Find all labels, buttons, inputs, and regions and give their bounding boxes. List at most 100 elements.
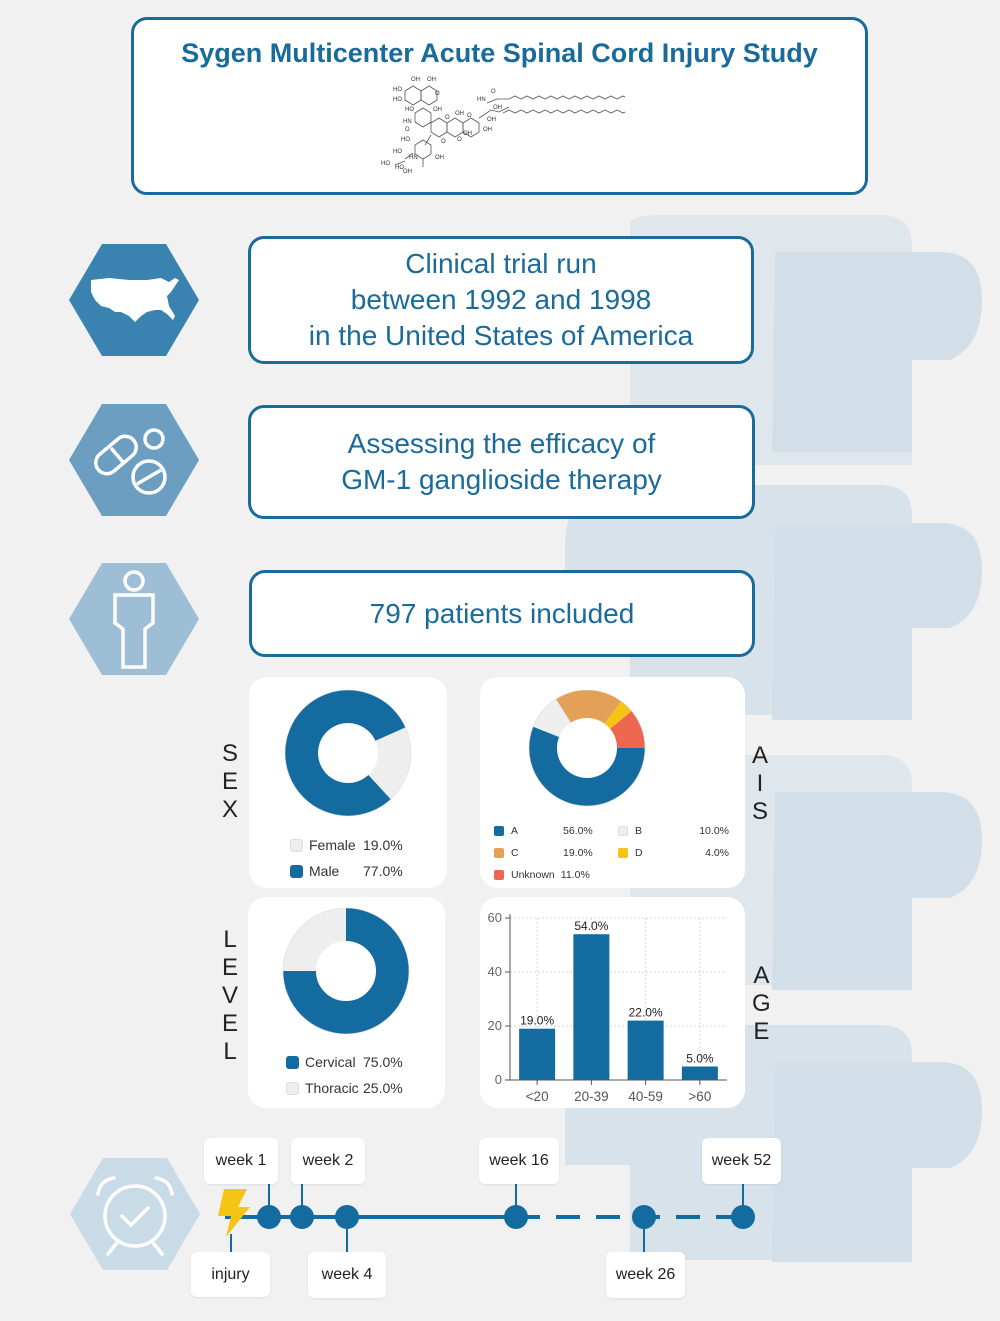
ais-slice-c <box>555 690 622 725</box>
lightning-icon <box>218 1189 250 1237</box>
ais-legend-a: A 56.0% <box>494 825 593 837</box>
bar-<20 <box>519 1028 556 1080</box>
label-letter: E <box>222 954 239 981</box>
molecule-label: HO <box>393 97 402 103</box>
legend-swatch <box>286 1081 299 1095</box>
label-letter: L <box>223 926 237 953</box>
bar-value-label: 19.0% <box>520 1014 554 1028</box>
info-box-trial: Clinical trial run between 1992 and 1998… <box>248 236 754 364</box>
page-title: Sygen Multicenter Acute Spinal Cord Inju… <box>181 38 818 68</box>
molecule-label: OH <box>433 107 442 113</box>
ais-donut-chart <box>528 689 646 807</box>
legend-value: 19.0% <box>363 837 403 853</box>
ais-legend-b: B 10.0% <box>618 825 729 837</box>
timeline-node-week-52 <box>731 1205 755 1229</box>
legend-label: Male <box>309 863 340 879</box>
sex-card: Female 19.0% Male 77.0% <box>249 677 447 888</box>
timeline-label-week-2: week 2 <box>291 1138 365 1184</box>
legend-swatch <box>494 870 504 880</box>
molecule-label: HO <box>405 107 414 113</box>
timeline-node-week-4 <box>335 1205 359 1229</box>
level-slice-cervical <box>283 908 409 1034</box>
molecule-label: OH <box>435 155 444 161</box>
label-letter: A <box>753 962 770 989</box>
legend-swatch <box>290 864 303 878</box>
molecule-label: HN <box>403 119 412 125</box>
molecule-label: HN <box>477 97 486 103</box>
legend-value: 10.0% <box>699 825 729 837</box>
timeline-node-week-2 <box>290 1205 314 1229</box>
bar-value-label: 22.0% <box>629 1006 663 1020</box>
legend-value: 11.0% <box>560 869 590 881</box>
info-box-patients: 797 patients included <box>249 570 755 657</box>
sex-slice-female <box>367 727 411 800</box>
patients-text: 797 patients included <box>369 597 635 629</box>
molecule-label: OH <box>463 131 472 137</box>
usa-map-icon <box>91 278 179 322</box>
molecule-label: O <box>467 113 472 119</box>
legend-swatch <box>494 848 504 858</box>
molecule-label: O <box>405 127 410 133</box>
legend-value: 19.0% <box>563 847 593 859</box>
ganglioside-structure-illustration: OH OH HO HO O HO OH HN O OH O O OH HN O H… <box>381 77 625 175</box>
molecule-label: OH <box>493 105 502 111</box>
x-tick-label: 40-59 <box>628 1089 663 1104</box>
alarm-clock-icon <box>96 1176 174 1256</box>
label-letter: E <box>753 1018 770 1045</box>
level-outline <box>282 907 410 1035</box>
label-letter: S <box>752 798 769 825</box>
y-tick-label: 0 <box>495 1072 502 1087</box>
title-box: Sygen Multicenter Acute Spinal Cord Inju… <box>131 17 868 195</box>
ais-card: A 56.0% B 10.0% C 19.0% D 4.0% Unknown 1… <box>480 677 745 888</box>
age-card: 0 20 40 60 19.0% <20 54.0% 20-39 22.0% 40-59 5.0% >… <box>480 897 745 1108</box>
pills-icon <box>94 428 167 495</box>
ais-legend-c: C 19.0% <box>494 847 593 859</box>
molecule-label: HO <box>395 165 404 171</box>
legend-swatch <box>494 826 504 836</box>
y-tick-label: 60 <box>488 910 502 925</box>
level-donut-chart <box>282 907 410 1035</box>
legend-value: 56.0% <box>563 825 593 837</box>
bar-value-label: 54.0% <box>574 919 608 933</box>
timeline-node-week-26 <box>632 1205 656 1229</box>
legend-swatch <box>618 848 628 858</box>
molecule-label: O <box>441 139 446 145</box>
x-tick-label: 20-39 <box>574 1089 609 1104</box>
level-slice-thoracic <box>283 908 347 972</box>
legend-label: C <box>511 847 519 859</box>
molecule-label: HO <box>381 161 390 167</box>
sex-legend-female: Female 19.0% <box>290 837 403 853</box>
location-hexagon <box>69 244 199 356</box>
therapy-hexagon <box>69 404 199 516</box>
label-letter: V <box>222 982 239 1009</box>
legend-label: A <box>511 825 519 837</box>
sex-legend-male: Male 77.0% <box>290 863 403 879</box>
label-letter: L <box>223 1038 237 1065</box>
ais-slice-unknown <box>609 711 645 749</box>
timeline-label-week-4: week 4 <box>308 1252 386 1298</box>
molecule-label: O <box>491 89 496 95</box>
timeline-graphic <box>218 1184 755 1252</box>
therapy-text: Assessing the efficacy of GM-1 gangliosi… <box>341 428 662 495</box>
bar-40-59 <box>627 1020 664 1080</box>
timeline-hexagon <box>70 1158 200 1270</box>
level-legend-cervical: Cervical 75.0% <box>286 1054 403 1070</box>
legend-label: B <box>635 825 643 837</box>
legend-value: 77.0% <box>363 863 403 879</box>
sex-slice-male <box>285 690 406 816</box>
legend-label: Female <box>309 837 356 853</box>
x-tick-label: <20 <box>526 1089 549 1104</box>
bar-20-39 <box>573 934 610 1080</box>
info-box-therapy: Assessing the efficacy of GM-1 gangliosi… <box>248 405 755 519</box>
ais-outline <box>528 689 646 807</box>
label-letter: E <box>222 768 239 795</box>
legend-value: 25.0% <box>363 1080 403 1096</box>
timeline-label-week-52: week 52 <box>702 1138 781 1184</box>
label-letter: S <box>222 740 239 767</box>
molecule-label: HO <box>393 87 402 93</box>
molecule-label: OH <box>403 169 412 175</box>
label-letter: I <box>756 770 764 797</box>
molecule-label: O <box>445 115 450 121</box>
timeline-label-week-16: week 16 <box>479 1138 559 1184</box>
